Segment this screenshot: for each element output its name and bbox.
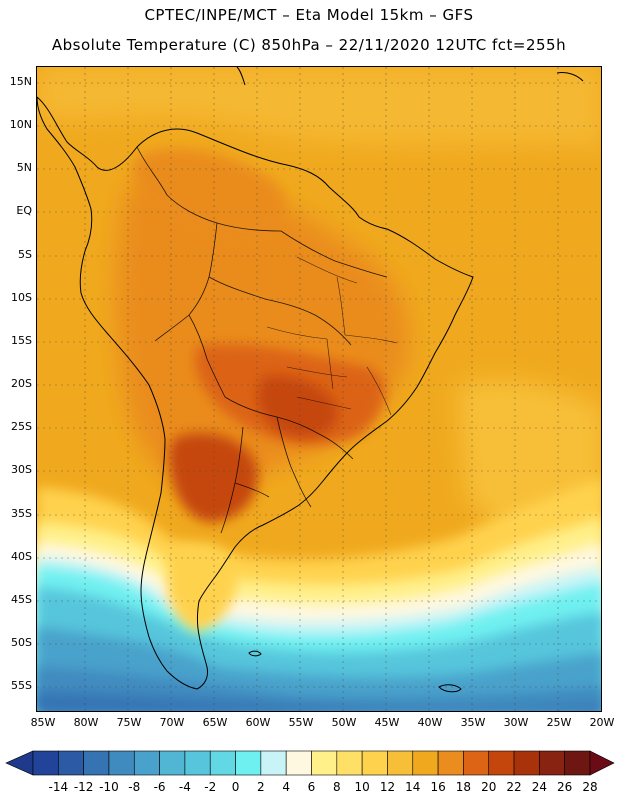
latitude-label: 5S	[18, 247, 32, 261]
colorbar-swatch	[184, 750, 211, 776]
longitude-label: 60W	[245, 716, 271, 729]
latitude-label: 25S	[11, 420, 32, 434]
latitude-label: 55S	[11, 679, 32, 693]
coastline	[37, 67, 584, 693]
color-scale-bar	[5, 750, 615, 776]
longitude-label: 70W	[159, 716, 185, 729]
state-borders	[266, 256, 398, 416]
colorbar-tick-label: 2	[257, 780, 265, 794]
longitude-label: 45W	[374, 716, 400, 729]
colorbar-tick-label: -10	[99, 780, 119, 794]
latitude-label: 15S	[11, 333, 32, 347]
colorbar-tick-label: 24	[531, 780, 547, 794]
colorbar-swatch	[32, 750, 59, 776]
colorbar-tick-label: 14	[405, 780, 421, 794]
colorbar-swatch	[513, 750, 540, 776]
latitude-label: 20S	[11, 377, 32, 391]
latitude-label: 35S	[11, 506, 32, 520]
colorbar-tick-label: 10	[354, 780, 370, 794]
colorbar-swatch	[437, 750, 464, 776]
longitude-label: 80W	[73, 716, 99, 729]
colorbar-swatch	[133, 750, 160, 776]
colorbar-swatch	[159, 750, 186, 776]
colorbar-tick-label: -8	[128, 780, 141, 794]
longitude-label: 30W	[503, 716, 529, 729]
colorbar-tick-label: 20	[481, 780, 497, 794]
latitude-label: EQ	[16, 204, 32, 218]
colorbar-tick-label: 8	[332, 780, 341, 794]
colorbar-tick-label: 0	[231, 780, 240, 794]
colorbar-tick-label: -12	[73, 780, 94, 794]
longitude-label: 85W	[30, 716, 56, 729]
colorbar-swatch	[311, 750, 338, 776]
colorbar-tick-label: 6	[307, 780, 316, 794]
colorbar-tick-label: 16	[430, 780, 446, 794]
colorbar-swatch	[108, 750, 135, 776]
latitude-label: 30S	[11, 463, 32, 477]
longitude-label: 20W	[589, 716, 615, 729]
colorbar-tick-label: -2	[204, 780, 217, 794]
map-title-line1: CPTEC/INPE/MCT – Eta Model 15km – GFS	[144, 6, 474, 24]
colorbar-tick-label: -4	[178, 780, 191, 794]
longitude-label: 55W	[288, 716, 314, 729]
longitude-label: 65W	[202, 716, 228, 729]
map-title-line2: Absolute Temperature (C) 850hPa – 22/11/…	[51, 36, 567, 54]
temperature-map[interactable]	[36, 66, 602, 712]
colorbar-tick-label: 18	[455, 780, 472, 794]
colorbar-under-arrow	[5, 750, 34, 776]
colorbar-swatch	[285, 750, 312, 776]
colorbar-over-arrow	[589, 750, 615, 776]
colorbar-tick-label: -6	[153, 780, 166, 794]
latitude-label: 45S	[11, 592, 32, 606]
latitude-label: 50S	[11, 635, 32, 649]
colorbar-swatch	[209, 750, 236, 776]
colorbar-swatch	[564, 750, 591, 776]
longitude-label: 50W	[331, 716, 357, 729]
colorbar-swatch	[387, 750, 414, 776]
longitude-label: 75W	[116, 716, 142, 729]
temperature-field	[37, 67, 601, 711]
longitude-label: 40W	[417, 716, 443, 729]
latitude-label: 40S	[11, 549, 32, 563]
colorbar-swatch	[235, 750, 262, 776]
colorbar-tick-label: 22	[506, 780, 522, 794]
colorbar-swatch	[463, 750, 490, 776]
colorbar-tick-label: 12	[379, 780, 396, 794]
colorbar-tick-label: 26	[557, 780, 573, 794]
latitude-label: 10N	[9, 118, 32, 132]
colorbar-swatch	[412, 750, 439, 776]
colorbar-swatch	[488, 750, 515, 776]
colorbar-swatch	[336, 750, 363, 776]
colorbar-tick-label: 4	[282, 780, 290, 794]
longitude-label: 25W	[546, 716, 572, 729]
latitude-label: 5N	[16, 161, 32, 175]
colorbar-swatch	[361, 750, 388, 776]
latitude-label: 10S	[11, 290, 32, 304]
country-borders	[136, 146, 388, 534]
colorbar-tick-label: 28	[582, 780, 598, 794]
longitude-label: 35W	[460, 716, 486, 729]
colorbar-swatch	[83, 750, 110, 776]
colorbar-tick-label: -14	[48, 780, 69, 794]
latitude-label: 15N	[9, 75, 32, 88]
colorbar-swatch	[260, 750, 287, 776]
colorbar-swatch	[58, 750, 84, 776]
colorbar-swatch	[539, 750, 565, 776]
